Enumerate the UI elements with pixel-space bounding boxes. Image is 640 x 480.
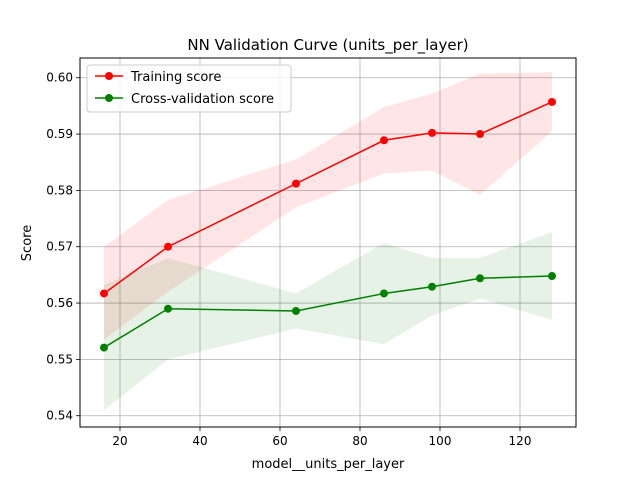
x-tick-label: 80 [352, 434, 367, 448]
confidence-bands [104, 72, 552, 411]
data-point-training [428, 128, 436, 137]
y-tick-label: 0.59 [46, 127, 73, 141]
data-point-cross-validation [548, 272, 556, 281]
plot-area [80, 58, 576, 427]
data-point-training [548, 97, 556, 106]
data-point-cross-validation [428, 282, 436, 291]
data-point-cross-validation [476, 274, 484, 283]
x-tick-label: 100 [429, 434, 452, 448]
x-tick-label: 40 [192, 434, 207, 448]
y-axis-label: Score [20, 225, 35, 261]
data-point-cross-validation [164, 304, 172, 313]
y-tick-label: 0.58 [46, 183, 73, 197]
y-tick-label: 0.57 [46, 240, 73, 254]
data-point-cross-validation [292, 306, 300, 315]
x-tick-label: 120 [509, 434, 532, 448]
confidence-band-cross-validation [104, 232, 552, 411]
y-tick-label: 0.56 [46, 296, 73, 310]
y-tick-label: 0.60 [46, 71, 73, 85]
y-tick-label: 0.54 [46, 409, 73, 423]
x-tick-label: 60 [272, 434, 287, 448]
legend: Training score Cross-validation score [86, 64, 292, 113]
y-axis-ticks: 0.54 0.55 0.56 0.57 0.58 0.59 0.60 [46, 71, 80, 423]
legend-box [86, 64, 292, 113]
legend-label-training: Training score [130, 70, 221, 85]
y-tick-label: 0.55 [46, 352, 73, 366]
confidence-band-training [104, 72, 552, 340]
legend-marker-training [105, 72, 113, 80]
data-point-training [476, 130, 484, 139]
data-point-training [380, 136, 388, 145]
plot-frame [79, 57, 577, 428]
chart-title: NN Validation Curve (units_per_layer) [187, 36, 468, 55]
legend-label-cross-validation: Cross-validation score [131, 92, 274, 107]
x-axis-label: model__units_per_layer [252, 457, 405, 472]
data-point-training [164, 242, 172, 251]
data-point-training [100, 289, 108, 298]
x-axis-ticks: 20 40 60 80 100 120 [112, 427, 531, 448]
data-point-cross-validation [100, 343, 108, 352]
data-point-cross-validation [380, 289, 388, 298]
data-point-training [292, 179, 300, 188]
series-points [100, 97, 556, 352]
legend-marker-cross-validation [105, 94, 113, 102]
x-tick-label: 20 [112, 434, 127, 448]
